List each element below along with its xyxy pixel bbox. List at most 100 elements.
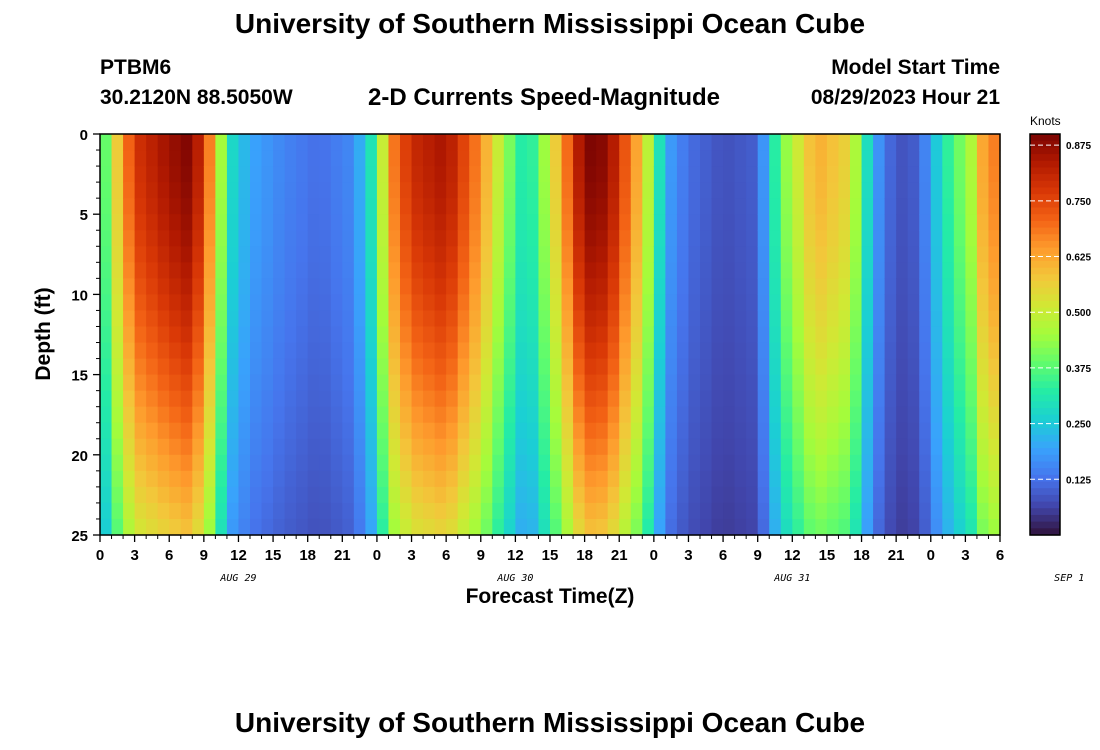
heatmap-cell bbox=[676, 214, 690, 231]
heatmap-cell bbox=[400, 342, 413, 360]
heatmap-cell bbox=[192, 422, 205, 440]
heatmap-cell bbox=[538, 310, 551, 328]
heatmap-cell bbox=[896, 246, 909, 263]
heatmap-cell bbox=[803, 166, 816, 183]
heatmap-cell bbox=[919, 214, 932, 231]
heatmap-cell bbox=[884, 422, 897, 440]
heatmap-cell bbox=[676, 198, 690, 215]
heatmap-cell bbox=[192, 438, 205, 456]
heatmap-cell bbox=[261, 166, 274, 183]
heatmap-cell bbox=[919, 518, 932, 536]
heatmap-cell bbox=[838, 182, 851, 199]
heatmap-cell bbox=[780, 182, 793, 199]
heatmap-cell bbox=[157, 390, 170, 408]
heatmap-cell bbox=[711, 294, 724, 312]
heatmap-cell bbox=[573, 470, 586, 488]
heatmap-cell bbox=[734, 198, 747, 215]
heatmap-cell bbox=[769, 262, 782, 279]
heatmap-cell bbox=[330, 470, 343, 488]
heatmap-cell bbox=[169, 502, 182, 520]
heatmap-cell bbox=[446, 310, 459, 328]
heatmap-cell bbox=[157, 294, 170, 312]
heatmap-cell bbox=[250, 294, 263, 312]
heatmap-cell bbox=[930, 310, 943, 328]
heatmap-cell bbox=[238, 278, 251, 295]
heatmap-cell bbox=[261, 470, 274, 488]
heatmap-cell bbox=[803, 182, 816, 199]
heatmap-cell bbox=[596, 470, 609, 488]
heatmap-cell bbox=[861, 390, 874, 408]
heatmap-cell bbox=[780, 134, 793, 151]
heatmap-cells bbox=[100, 134, 1001, 536]
heatmap-cell bbox=[503, 262, 516, 279]
heatmap-cell bbox=[480, 422, 493, 440]
heatmap-cell bbox=[711, 150, 724, 167]
heatmap-cell bbox=[907, 358, 920, 376]
heatmap-cell bbox=[492, 326, 505, 344]
x-tick-label: 18 bbox=[576, 547, 593, 564]
heatmap-cell bbox=[330, 294, 343, 312]
heatmap-cell bbox=[723, 214, 736, 231]
heatmap-cell bbox=[284, 438, 297, 456]
heatmap-cell bbox=[215, 454, 228, 472]
heatmap-cell bbox=[376, 326, 390, 344]
heatmap-cell bbox=[561, 294, 574, 312]
heatmap-cell bbox=[434, 198, 447, 215]
x-tick-label: 21 bbox=[888, 547, 905, 564]
heatmap-cell bbox=[769, 502, 782, 520]
colorbar-segment bbox=[1030, 347, 1060, 356]
heatmap-cell bbox=[676, 470, 690, 488]
heatmap-cell bbox=[757, 310, 770, 328]
heatmap-cell bbox=[757, 486, 770, 504]
heatmap-cell bbox=[261, 214, 274, 231]
heatmap-cell bbox=[123, 486, 136, 504]
heatmap-cell bbox=[226, 470, 240, 488]
heatmap-cell bbox=[203, 518, 216, 536]
heatmap-cell bbox=[815, 358, 828, 376]
heatmap-cell bbox=[976, 198, 990, 215]
heatmap-cell bbox=[423, 150, 436, 167]
colorbar-segment bbox=[1030, 474, 1060, 483]
heatmap-cell bbox=[353, 198, 366, 215]
heatmap-cell bbox=[769, 166, 782, 183]
heatmap-cell bbox=[307, 198, 320, 215]
heatmap-cell bbox=[780, 422, 793, 440]
heatmap-cell bbox=[561, 342, 574, 360]
heatmap-cell bbox=[353, 214, 366, 231]
heatmap-cell bbox=[815, 390, 828, 408]
heatmap-cell bbox=[469, 486, 482, 504]
heatmap-cell bbox=[584, 310, 597, 328]
heatmap-cell bbox=[711, 198, 724, 215]
heatmap-cell bbox=[607, 262, 620, 279]
heatmap-cell bbox=[123, 150, 136, 167]
heatmap-cell bbox=[953, 390, 966, 408]
heatmap-cell bbox=[273, 166, 286, 183]
heatmap-cell bbox=[457, 166, 470, 183]
heatmap-cell bbox=[688, 374, 701, 392]
heatmap-cell bbox=[953, 470, 966, 488]
heatmap-cell bbox=[215, 390, 228, 408]
heatmap-cell bbox=[342, 198, 355, 215]
heatmap-cell bbox=[515, 342, 528, 360]
heatmap-cell bbox=[734, 454, 747, 472]
heatmap-cell bbox=[342, 454, 355, 472]
heatmap-cell bbox=[492, 374, 505, 392]
heatmap-cell bbox=[469, 358, 482, 376]
heatmap-cell bbox=[192, 518, 205, 536]
heatmap-cell bbox=[953, 486, 966, 504]
heatmap-cell bbox=[526, 166, 540, 183]
heatmap-cell bbox=[584, 166, 597, 183]
heatmap-cell bbox=[434, 502, 447, 520]
heatmap-cell bbox=[607, 294, 620, 312]
heatmap-cell bbox=[319, 310, 332, 328]
heatmap-cell bbox=[123, 438, 136, 456]
heatmap-cell bbox=[607, 470, 620, 488]
heatmap-cell bbox=[469, 310, 482, 328]
heatmap-cell bbox=[826, 502, 840, 520]
heatmap-cell bbox=[803, 150, 816, 167]
heatmap-cell bbox=[700, 294, 713, 312]
heatmap-cell bbox=[630, 214, 643, 231]
heatmap-cell bbox=[596, 246, 609, 263]
heatmap-cell bbox=[861, 422, 874, 440]
heatmap-cell bbox=[826, 518, 840, 536]
